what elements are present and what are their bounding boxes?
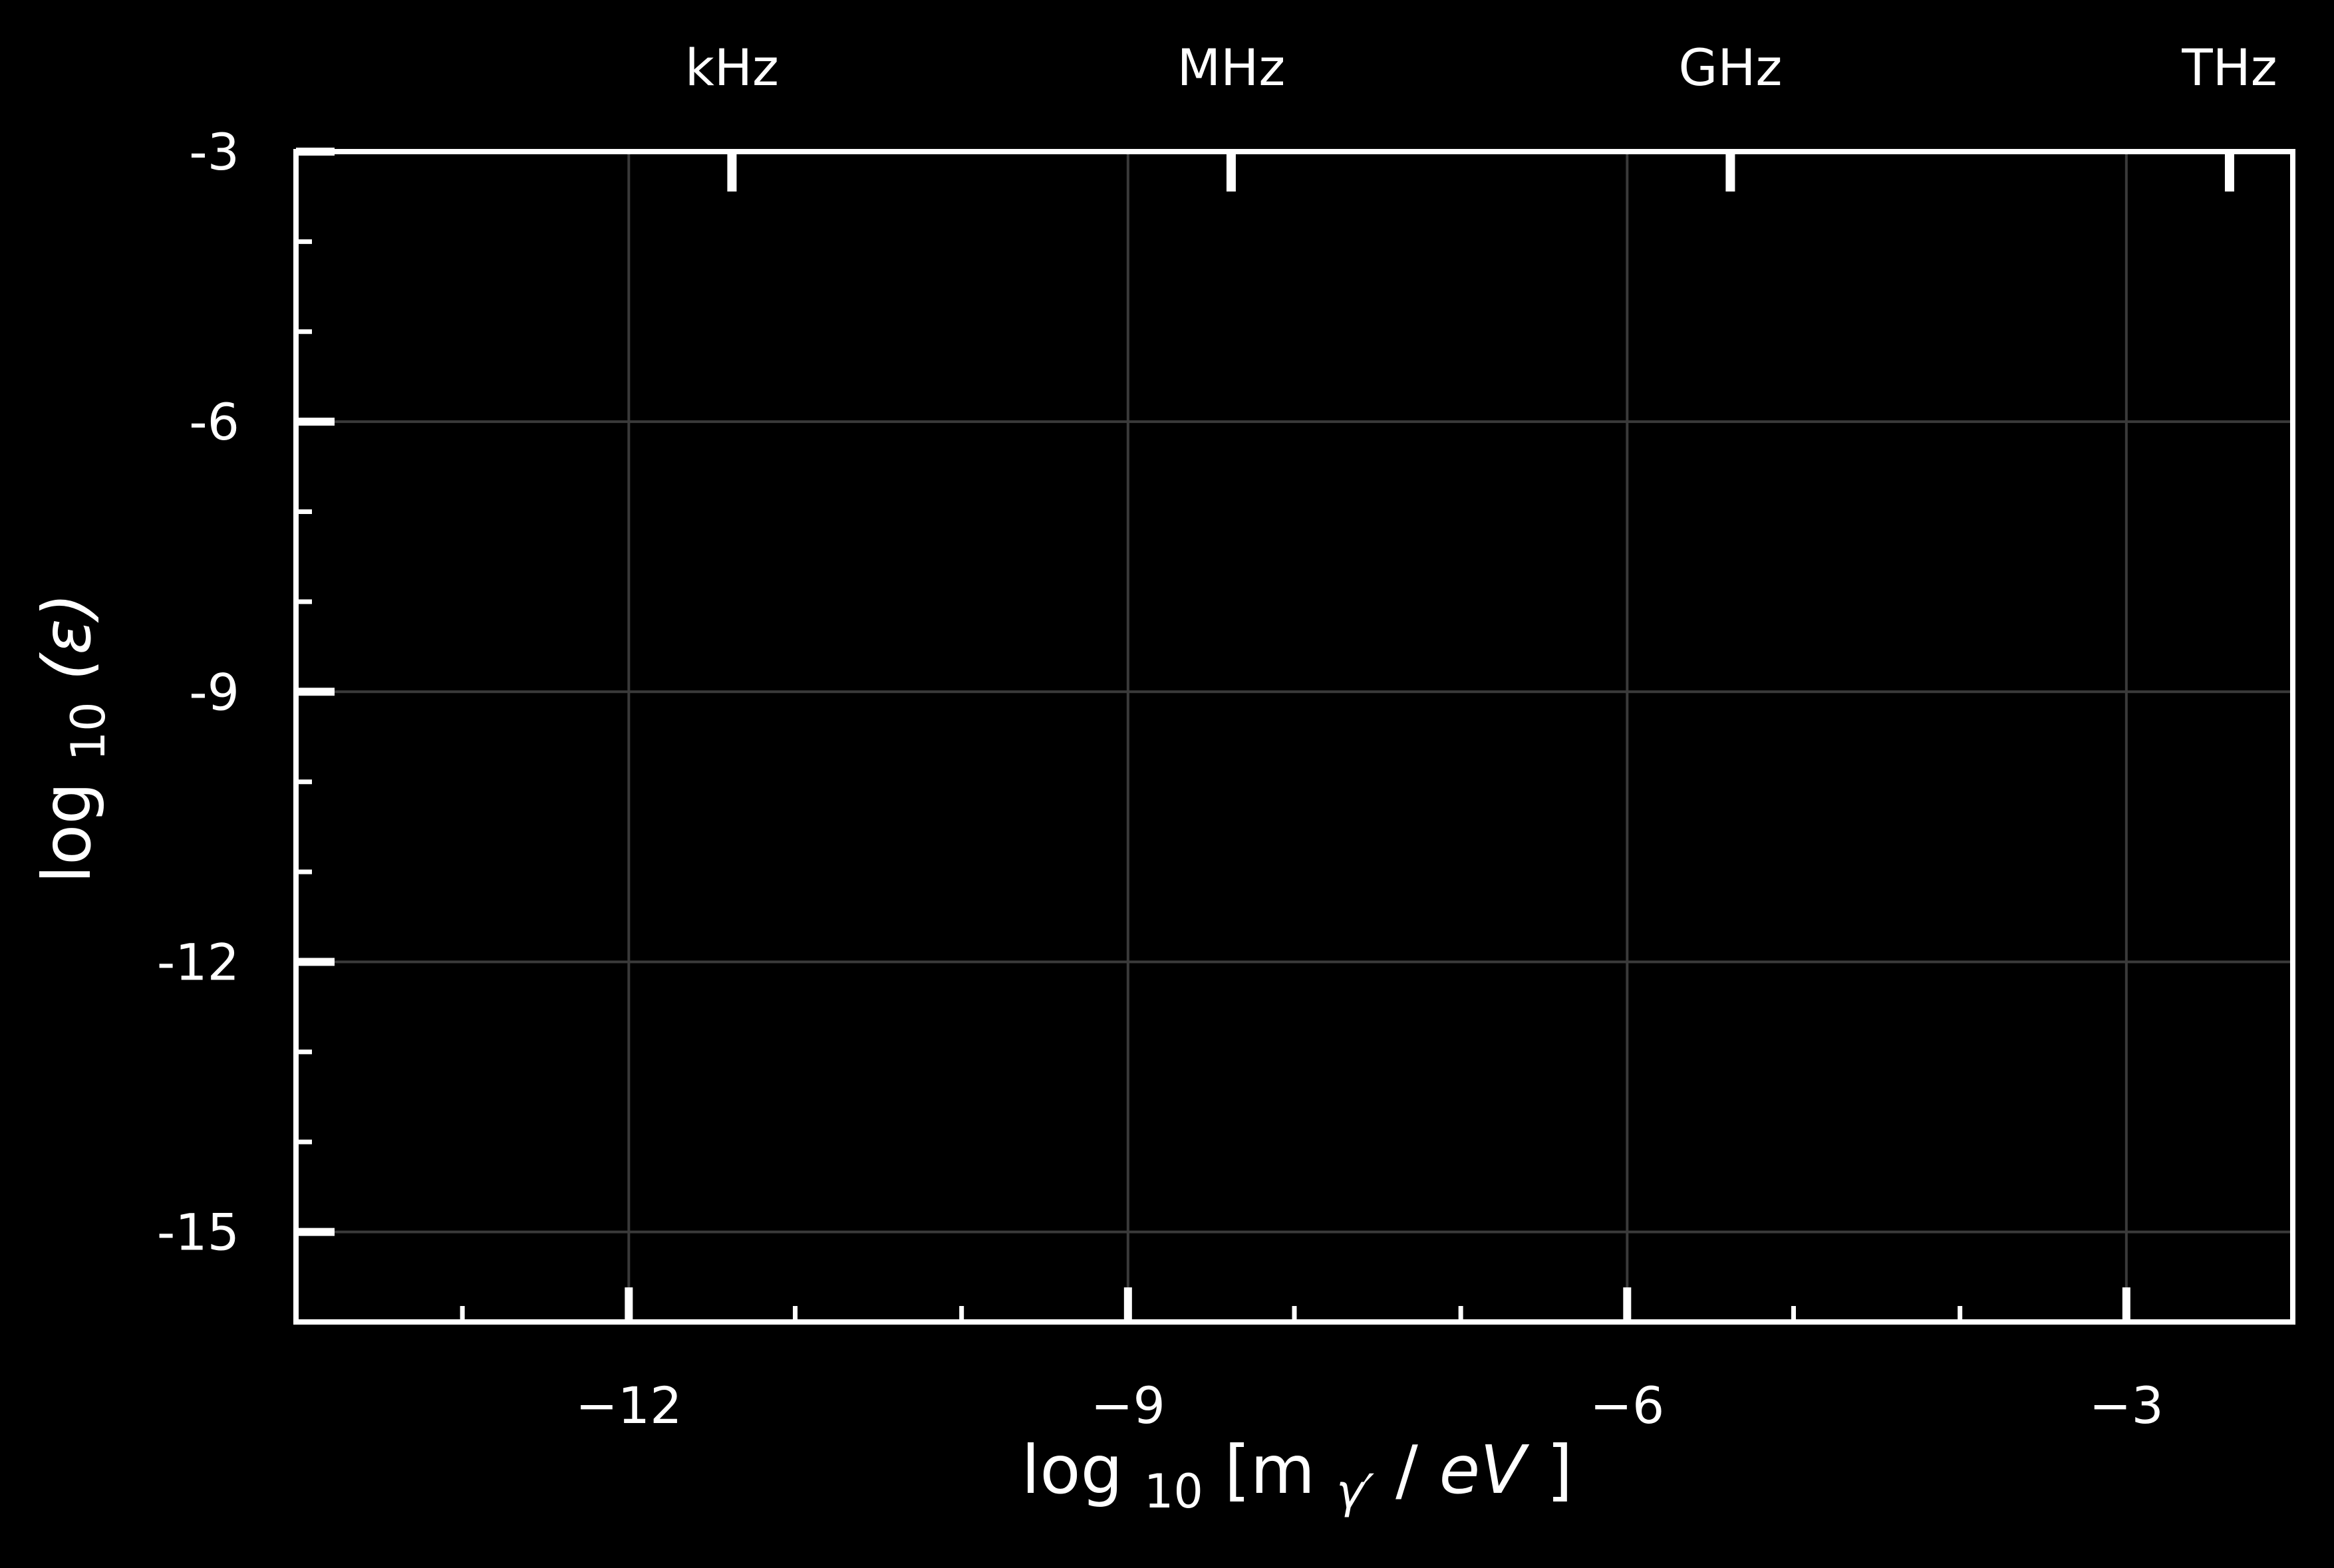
x-tick-label: −6 (1590, 1376, 1664, 1435)
y-title-epsilon: (ε) (28, 592, 106, 680)
x-title-sub10: 10 (1144, 1464, 1203, 1519)
x-tick-label: −12 (575, 1376, 682, 1435)
y-tick-label: -12 (157, 932, 239, 991)
plot-frame (293, 149, 2295, 1325)
x-tick-label: −3 (2089, 1376, 2164, 1435)
top-tick-label: kHz (685, 38, 779, 97)
x-tick-label: −9 (1091, 1376, 1165, 1435)
y-tick-label: -3 (189, 122, 239, 182)
y-tick-label: -9 (189, 662, 239, 721)
y-title-log: log (28, 782, 106, 883)
grid-layer (296, 150, 2293, 1322)
top-tick-label: THz (2181, 38, 2277, 97)
label-layer: −12 −9 −6 −3 -3 -6 -9 -12 -15 kHz MHz GHz THz (157, 38, 2277, 1435)
x-axis-title: log 10 [m γ′ / eV ] (1022, 1431, 1573, 1523)
x-title-open: [m (1225, 1431, 1315, 1509)
top-tick-label: GHz (1678, 38, 1782, 97)
tick-layer (296, 148, 2234, 1322)
x-title-slash: / (1395, 1431, 1418, 1509)
x-title-sub-gamma: γ′ (1336, 1464, 1374, 1519)
x-title-close: ] (1546, 1431, 1572, 1509)
x-title-unit: eV (1439, 1431, 1531, 1509)
y-axis-title: log 10 (ε) (28, 592, 120, 883)
top-tick-label: MHz (1177, 38, 1286, 97)
y-title-sub10: 10 (61, 702, 116, 761)
y-tick-label: -6 (189, 392, 239, 452)
y-tick-label: -15 (157, 1203, 239, 1262)
x-title-log: log (1022, 1431, 1123, 1509)
